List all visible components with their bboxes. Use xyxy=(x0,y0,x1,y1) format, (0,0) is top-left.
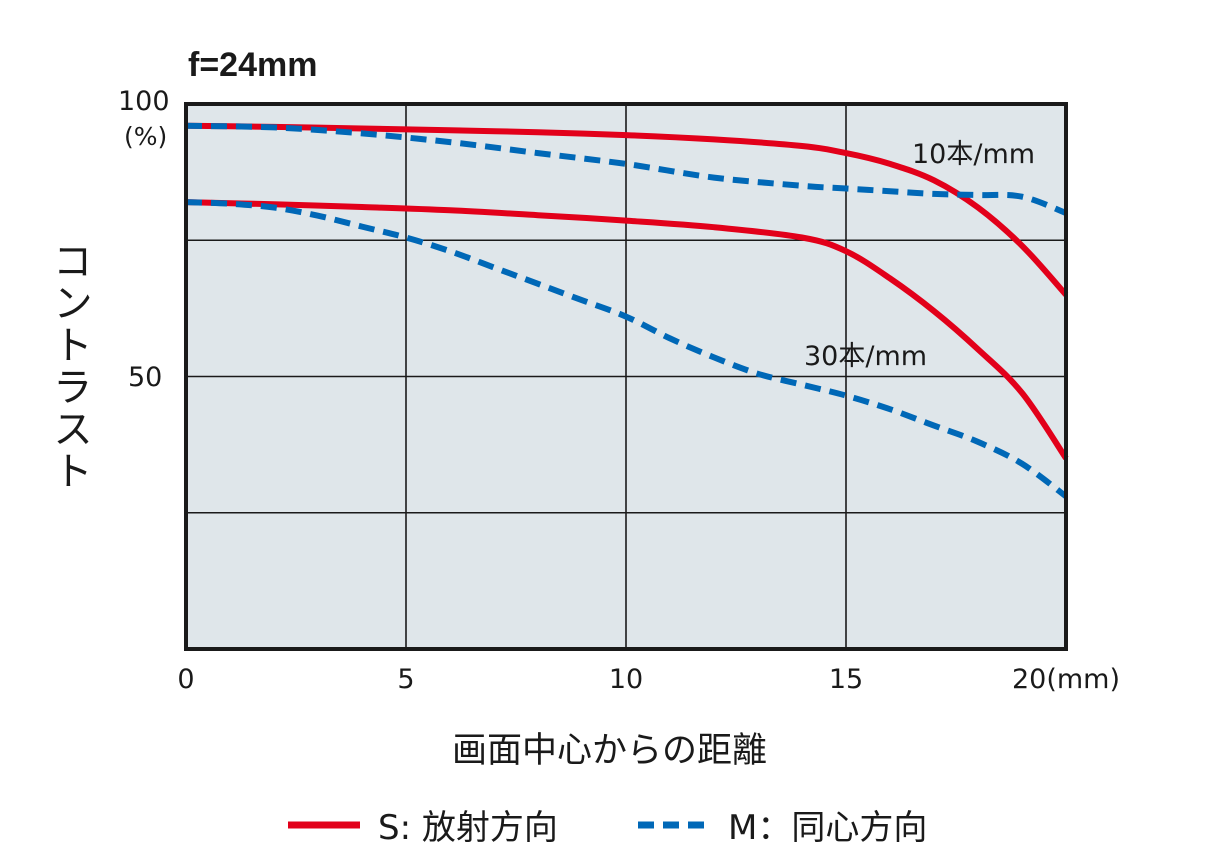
plot-frame xyxy=(184,102,1068,651)
series-line-2-sagittal xyxy=(185,199,1069,460)
x-tick-label-0: 0 xyxy=(177,664,195,695)
legend-swatch-solid xyxy=(288,821,360,828)
legend-swatch-dashed xyxy=(638,821,710,828)
series-line-3-meridional xyxy=(185,199,1068,499)
y-axis-label: コントラスト xyxy=(46,240,92,492)
chart-title: f=24mm xyxy=(188,46,318,84)
x-unit-label: (mm) xyxy=(1046,664,1121,695)
legend-label-sagittal: S: 放射方向 xyxy=(378,808,558,848)
x-tick-label-15: 15 xyxy=(828,664,864,695)
annotation-30lines: 30本/mm xyxy=(804,341,928,372)
series-line-0-sagittal xyxy=(185,122,1069,297)
gridlines xyxy=(186,104,1066,649)
y-tick-label-100: 100 xyxy=(118,86,170,117)
legend-item-meridional: M：同心方向 xyxy=(638,800,927,849)
x-tick-label-10: 10 xyxy=(608,664,644,695)
series-line-1-meridional xyxy=(185,122,1068,216)
annotation-10lines: 10本/mm xyxy=(912,139,1036,170)
legend-label-meridional: M：同心方向 xyxy=(728,808,928,848)
legend-item-sagittal: S: 放射方向 xyxy=(288,800,558,849)
y-tick-label-50: 50 xyxy=(128,362,163,393)
series-layer xyxy=(185,122,1069,499)
x-tick-label-20: 20 xyxy=(1011,664,1047,695)
x-tick-label-20-with-unit: 20(mm) xyxy=(1012,664,1120,695)
y-unit-label: (%) xyxy=(124,122,168,151)
x-axis-label: 画面中心からの距離 xyxy=(452,731,768,771)
x-tick-label-5: 5 xyxy=(397,664,415,695)
